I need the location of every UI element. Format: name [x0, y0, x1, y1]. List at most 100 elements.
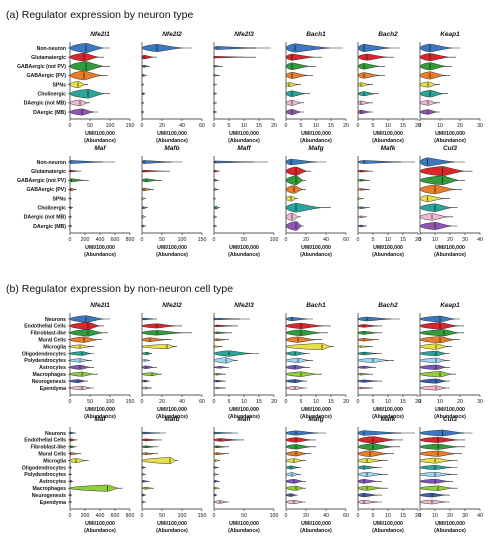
panel-title: Mafb: [164, 145, 179, 152]
category-label: Astrocytes: [39, 479, 66, 485]
violin: [285, 357, 309, 363]
x-tick-label: 0: [141, 399, 144, 405]
violin: [69, 452, 79, 456]
category-label: Macrophages: [33, 486, 67, 492]
violin: [285, 451, 307, 457]
panel-title: Mafb: [164, 416, 179, 423]
violin: [419, 157, 455, 167]
x-tick-label: 0: [141, 123, 144, 129]
panel-maf: Maf Non-neuron Glutamatergic GABAergic (not…: [17, 145, 134, 258]
violin: [419, 203, 452, 212]
violin: [419, 350, 447, 357]
x-tick-label: 20: [271, 399, 277, 405]
violin: [285, 90, 306, 97]
x-tick-label: 20: [303, 513, 309, 519]
category-label: Mural Cells: [38, 338, 66, 344]
violin: [141, 74, 146, 77]
x-tick-label: 30: [477, 123, 483, 129]
category-label: Polydendrocytes: [24, 358, 66, 364]
violin: [419, 485, 453, 491]
x-tick-label: 60: [199, 399, 205, 405]
x-tick-label: 40: [179, 123, 185, 129]
x-tick-label: 60: [199, 123, 205, 129]
violin: [357, 373, 370, 376]
category-label: SPNs: [52, 196, 66, 202]
violin: [357, 465, 378, 470]
violin: [357, 160, 401, 164]
category-label: Fibroblast-like: [31, 331, 67, 337]
violin: [357, 324, 378, 328]
x-axis-label: (Abundance): [84, 252, 116, 258]
panel-title: Nfe2l1: [90, 31, 110, 38]
violin: [419, 166, 465, 177]
violin: [285, 316, 308, 322]
x-tick-label: 50: [241, 513, 247, 519]
panel-nfe2l3: Nfe2l3 0 5 10 15 20 UMI/100,000(Abundance): [213, 31, 277, 144]
x-tick-label: 0: [213, 237, 216, 243]
panel-title: Bach2: [378, 302, 398, 309]
x-tick-label: 50: [87, 123, 93, 129]
violin: [419, 436, 458, 443]
x-axis-label: UMI/100,000: [85, 521, 115, 527]
category-label: Ependyma: [40, 500, 66, 506]
violin: [213, 65, 221, 68]
violin: [357, 386, 370, 390]
violin: [213, 487, 219, 490]
violin: [69, 379, 86, 383]
x-tick-label: 100: [270, 513, 279, 519]
x-tick-label: 0: [419, 123, 422, 129]
panel-title: Maf: [94, 416, 106, 423]
x-tick-label: 50: [87, 399, 93, 405]
violin: [357, 499, 378, 505]
x-tick-label: 0: [285, 123, 288, 129]
category-label: Astrocytes: [39, 365, 66, 371]
violin: [285, 444, 311, 450]
panel-nfe2l1: Nfe2l1 Non-neuron Glutamatergic GABAergic (…: [17, 31, 134, 144]
violin: [357, 91, 375, 97]
violin: [419, 385, 447, 391]
x-axis-label: UMI/100,000: [229, 131, 259, 137]
x-tick-label: 20: [447, 513, 453, 519]
category-label: Neurogenesis: [32, 493, 66, 499]
x-axis-label: UMI/100,000: [229, 407, 259, 413]
violin: [357, 351, 378, 356]
x-axis-label: UMI/100,000: [373, 521, 403, 527]
category-label: DAergic (MB): [33, 110, 66, 116]
panel-title: Nfe2l3: [234, 31, 254, 38]
violin: [285, 166, 307, 176]
violin: [141, 65, 149, 68]
x-tick-label: 20: [159, 399, 165, 405]
violin: [285, 430, 318, 436]
category-label: Fibroblast-like: [31, 445, 67, 451]
violin: [141, 170, 163, 173]
x-tick-label: 5: [300, 123, 303, 129]
x-tick-label: 5: [228, 123, 231, 129]
violin: [357, 206, 368, 209]
category-label: SPNs: [52, 82, 66, 88]
panel-title: Bach2: [378, 31, 398, 38]
violin: [69, 43, 104, 53]
violin: [285, 72, 308, 79]
x-axis-label: (Abundance): [300, 252, 332, 258]
violin: [357, 485, 383, 491]
x-axis-label: (Abundance): [372, 252, 404, 258]
panel-bach1: Bach1 0 5 10 15 20 UMI/100,000(Abundance): [285, 31, 349, 144]
violin: [213, 170, 219, 173]
x-axis-label: UMI/100,000: [301, 521, 331, 527]
violin: [419, 62, 446, 71]
panel-title: Keap1: [440, 302, 460, 309]
violin: [213, 452, 226, 455]
violin: [69, 99, 89, 106]
x-tick-label: 60: [343, 237, 349, 243]
category-label: Endothelial Cells: [24, 438, 66, 444]
violin: [419, 429, 465, 437]
x-tick-label: 20: [343, 399, 349, 405]
violin: [419, 443, 458, 450]
x-tick-label: 150: [198, 237, 207, 243]
x-axis-label: UMI/100,000: [85, 131, 115, 137]
violin: [357, 170, 370, 173]
x-axis-label: (Abundance): [228, 138, 260, 144]
violin: [419, 357, 447, 364]
violin: [285, 322, 323, 329]
